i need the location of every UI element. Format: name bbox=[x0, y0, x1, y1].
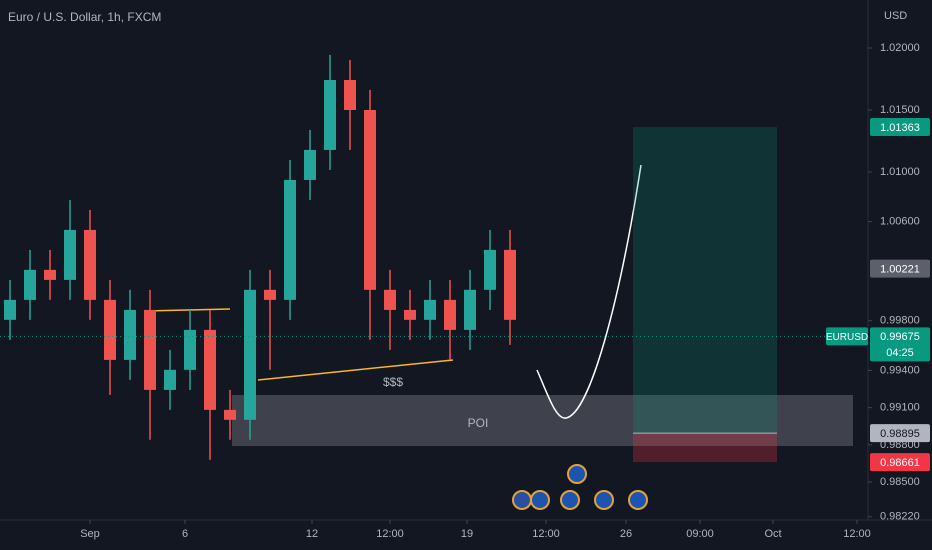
candle-body bbox=[424, 299, 436, 320]
candle-body bbox=[84, 229, 96, 300]
y-tick-label: 1.02000 bbox=[880, 42, 920, 54]
candle-body bbox=[244, 289, 256, 420]
annotation-zone: POI bbox=[468, 416, 489, 430]
candle-body bbox=[164, 369, 176, 390]
x-tick-label: 12 bbox=[306, 528, 318, 540]
last-price-label: 0.99675 bbox=[880, 331, 920, 343]
profit-zone bbox=[633, 126, 777, 434]
y-tick-label: 0.99800 bbox=[880, 315, 920, 327]
candle-body bbox=[224, 409, 236, 420]
candle-body bbox=[264, 289, 276, 300]
candle-body bbox=[404, 309, 416, 320]
annotation-liquidity: $$$ bbox=[383, 375, 403, 389]
candle-body bbox=[124, 309, 136, 360]
candle-body bbox=[364, 110, 376, 290]
candle-body bbox=[504, 249, 516, 320]
event-icon bbox=[628, 490, 648, 510]
candle-body bbox=[484, 249, 496, 290]
candle-body bbox=[24, 269, 36, 300]
poi-zone bbox=[232, 395, 853, 446]
y-tick-label: 0.99400 bbox=[880, 364, 920, 376]
candle-body bbox=[464, 289, 476, 330]
candle-body bbox=[444, 299, 456, 330]
candle-body bbox=[64, 229, 76, 280]
drawings bbox=[144, 126, 853, 463]
candle-body bbox=[184, 329, 196, 370]
candle-body bbox=[344, 79, 356, 111]
y-tick-label: 0.98220 bbox=[880, 511, 920, 523]
countdown-label: 04:25 bbox=[886, 347, 914, 359]
y-tick-label: 0.99100 bbox=[880, 402, 920, 414]
candle-body bbox=[324, 79, 336, 150]
event-icons bbox=[512, 464, 648, 510]
candle-body bbox=[4, 299, 16, 320]
loss-zone bbox=[633, 433, 777, 463]
candle-body bbox=[144, 309, 156, 390]
price-tag-label: 1.01363 bbox=[880, 122, 920, 134]
event-icon bbox=[594, 490, 614, 510]
y-tick-label: 1.01500 bbox=[880, 104, 920, 116]
candle-body bbox=[44, 269, 56, 280]
x-tick-label: 09:00 bbox=[686, 528, 714, 540]
y-tick-label: 0.98500 bbox=[880, 476, 920, 488]
price-tag bbox=[870, 424, 930, 443]
x-tick-label: 19 bbox=[461, 528, 473, 540]
event-icon bbox=[567, 464, 587, 484]
event-icon bbox=[512, 490, 532, 510]
candle-body bbox=[284, 179, 296, 300]
trend-line bbox=[144, 308, 231, 312]
currency-label: USD bbox=[884, 10, 907, 22]
price-tag-label: 0.98895 bbox=[880, 428, 920, 440]
y-tick-label: 1.00600 bbox=[880, 216, 920, 228]
y-tick-label: 1.01000 bbox=[880, 166, 920, 178]
candle-body bbox=[204, 329, 216, 410]
last-price-tag bbox=[870, 327, 930, 362]
price-tag-label: 1.00221 bbox=[880, 264, 920, 276]
x-tick-label: 12:00 bbox=[532, 528, 560, 540]
price-tag bbox=[870, 453, 930, 472]
x-tick-label: 12:00 bbox=[843, 528, 871, 540]
symbol-label: EURUSD bbox=[826, 332, 868, 343]
x-tick-label: 6 bbox=[182, 528, 188, 540]
candle-body bbox=[104, 299, 116, 360]
event-icon bbox=[560, 490, 580, 510]
chart-title: Euro / U.S. Dollar, 1h, FXCM bbox=[8, 10, 161, 24]
trend-line bbox=[257, 359, 454, 381]
symbol-tag bbox=[826, 327, 868, 346]
projection-curve bbox=[536, 164, 642, 419]
event-icon bbox=[530, 490, 550, 510]
x-tick-label: 26 bbox=[620, 528, 632, 540]
x-tick-label: Sep bbox=[80, 528, 100, 540]
candle-body bbox=[304, 149, 316, 180]
candle-body bbox=[384, 289, 396, 310]
x-tick-label: 12:00 bbox=[376, 528, 404, 540]
price-tag bbox=[870, 259, 930, 278]
price-tag bbox=[870, 117, 930, 136]
price-tag-label: 0.98661 bbox=[880, 457, 920, 469]
x-tick-label: Oct bbox=[764, 528, 781, 540]
